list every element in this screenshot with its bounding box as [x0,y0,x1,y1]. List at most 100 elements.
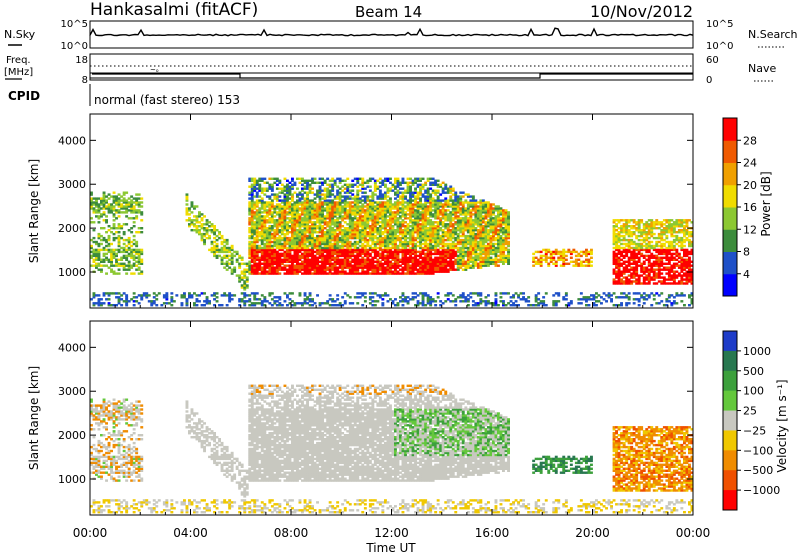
power-cell [333,197,337,200]
power-cell [273,197,277,200]
power-cell [313,181,317,184]
power-cell [466,205,470,208]
power-cell [185,211,189,214]
power-cell [313,229,317,232]
power-cell [92,248,96,252]
power-cell [404,229,407,232]
power-cell [424,234,428,238]
power-cell [424,213,428,216]
power-cell [504,304,508,307]
power-cell [507,256,510,259]
power-cell [298,240,302,244]
power-cell [504,225,508,228]
power-cell [308,231,312,234]
power-cell [288,205,292,208]
power-cell [288,242,292,246]
power-cell [459,197,463,200]
power-cell [318,201,322,204]
power-cell [210,225,214,228]
power-cell [321,268,324,271]
power-cell [321,227,324,230]
power-cell [476,242,480,246]
power-cell [346,242,350,246]
power-cell [125,296,129,299]
power-cell [112,201,116,204]
power-cell [291,207,294,210]
power-cell [336,268,340,271]
power-cell [90,221,93,224]
power-cell [107,258,111,261]
power-cell [436,242,440,246]
power-cell [230,260,234,263]
power-cell [107,302,111,305]
power-cell [343,272,347,275]
power-cell [386,215,390,218]
power-cell [441,256,445,259]
power-cell [431,181,435,184]
power-cell [275,232,279,236]
power-cell [283,229,287,232]
power-cell [341,205,345,208]
power-cell [215,246,219,250]
power-cell [248,207,252,210]
power-cell [238,254,242,258]
power-cell [323,195,327,198]
power-cell [205,302,209,305]
power-cell [394,246,397,250]
power-cell [286,294,289,297]
power-cell [318,248,322,252]
power-cell [260,225,264,228]
power-cell [311,229,314,232]
power-cell [426,219,430,222]
power-cell [205,300,209,303]
power-cell [376,264,380,267]
power-cell [115,254,118,258]
power-cell [255,219,259,222]
power-cell [451,207,455,210]
power-cell [253,294,257,297]
power-cell [140,252,144,256]
power-cell [436,236,440,240]
power-cell [250,193,254,196]
power-cell [117,238,121,242]
power-cell [316,209,319,212]
power-cell [328,262,332,265]
power-cell [361,260,365,263]
power-cell [429,272,433,275]
power-cell [446,270,450,273]
power-cell [471,221,475,224]
power-cell [270,189,274,192]
power-cell [157,292,161,295]
power-cell [416,260,420,263]
power-cell [260,268,264,271]
power-cell [389,231,392,234]
power-cell [441,258,445,261]
power-cell [296,215,299,218]
power-cell [265,262,269,265]
power-cell [318,199,322,202]
power-cell [371,268,375,271]
power-cell [336,225,340,228]
power-cell [248,191,252,194]
power-cell [466,294,470,297]
power-cell [444,215,448,218]
power-cell [338,197,342,200]
power-cell [291,254,294,258]
power-cell [125,298,129,301]
power-cell [250,242,254,246]
power-cell [125,302,129,305]
power-cell [107,242,111,246]
power-cell [296,205,299,208]
power-cell [404,240,407,244]
power-cell [469,217,473,220]
power-cell [283,227,287,230]
power-cell [308,209,312,212]
power-cell [105,199,108,202]
power-cell [313,215,317,218]
power-cell [255,270,259,273]
power-cell [464,268,468,271]
power-cell [205,221,209,224]
power-cell [381,211,385,214]
power-cell [451,246,455,250]
power-cell [414,252,417,256]
